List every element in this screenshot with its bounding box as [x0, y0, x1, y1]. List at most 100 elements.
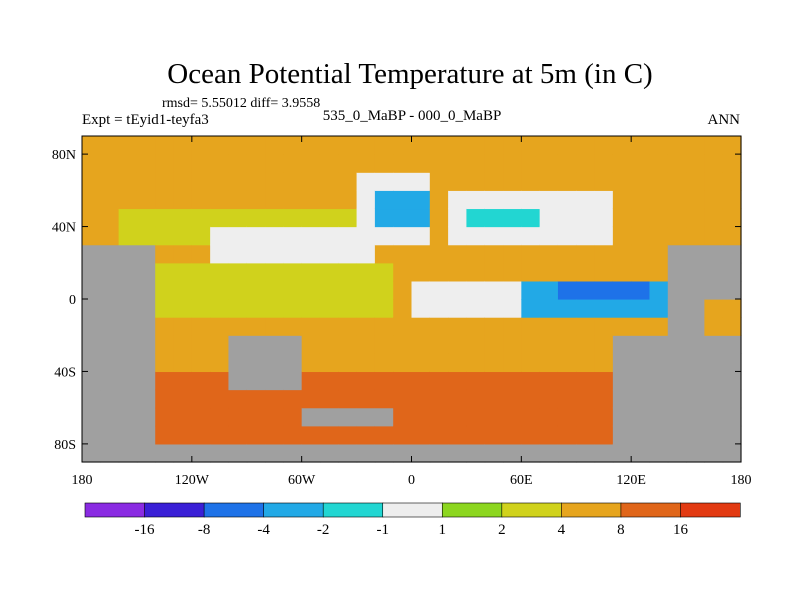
- heatmap-cell: [210, 371, 230, 391]
- heatmap-cell: [484, 335, 504, 354]
- heatmap-cell: [228, 190, 248, 210]
- heatmap-cell: [503, 425, 522, 445]
- heatmap-cell: [136, 280, 156, 300]
- heatmap-cell: [265, 226, 284, 246]
- heatmap-cell: [557, 154, 577, 173]
- heatmap-cell: [301, 244, 321, 264]
- y-tick-label: 80S: [54, 438, 76, 453]
- heatmap-cell: [448, 154, 468, 173]
- heatmap-cell: [265, 389, 284, 409]
- heatmap-cell: [265, 443, 284, 463]
- heatmap-cell: [319, 154, 339, 173]
- heatmap-cell: [136, 353, 156, 373]
- heatmap-cell: [484, 353, 504, 373]
- heatmap-cell: [155, 262, 175, 282]
- heatmap-cell: [155, 190, 175, 210]
- heatmap-cell: [704, 136, 724, 155]
- heatmap-cell: [301, 371, 321, 391]
- heatmap-cell: [686, 317, 705, 336]
- heatmap-cell: [301, 389, 321, 409]
- heatmap-cell: [319, 262, 339, 282]
- heatmap-cell: [649, 317, 669, 336]
- colorbar-swatch: [501, 502, 562, 518]
- heatmap-cell: [539, 425, 559, 445]
- heatmap-cell: [210, 299, 230, 318]
- heatmap-cell: [411, 371, 431, 391]
- heatmap-cell: [283, 443, 303, 463]
- heatmap-cell: [210, 280, 230, 300]
- heatmap-cell: [521, 371, 541, 391]
- heatmap-cell: [686, 262, 705, 282]
- heatmap-cell: [338, 262, 358, 282]
- heatmap-cell: [136, 154, 156, 173]
- heatmap-cell: [136, 226, 156, 246]
- heatmap-cell: [631, 280, 651, 300]
- heatmap-cell: [503, 244, 522, 264]
- heatmap-cell: [191, 172, 211, 191]
- heatmap-cell: [301, 425, 321, 445]
- heatmap-cell: [503, 280, 522, 300]
- colorbar-tick-label: -4: [257, 522, 270, 538]
- heatmap-cell: [283, 407, 303, 427]
- heatmap-cell: [631, 443, 651, 463]
- heatmap-cell: [319, 280, 339, 300]
- heatmap-cell: [704, 208, 724, 228]
- heatmap-cell: [503, 208, 522, 228]
- heatmap-cell: [393, 353, 413, 373]
- heatmap-cell: [100, 425, 120, 445]
- heatmap-cell: [100, 407, 120, 427]
- heatmap-cell: [722, 190, 742, 210]
- heatmap-cell: [521, 425, 541, 445]
- heatmap-cell: [100, 443, 120, 463]
- season-label: ANN: [708, 112, 741, 128]
- heatmap-cell: [576, 208, 596, 228]
- heatmap-cell: [503, 136, 522, 155]
- heatmap-cell: [319, 172, 339, 191]
- heatmap-cell: [484, 262, 504, 282]
- heatmap-cell: [631, 371, 651, 391]
- heatmap-cell: [118, 299, 138, 318]
- heatmap-cell: [82, 244, 101, 264]
- heatmap-cell: [539, 154, 559, 173]
- heatmap-cell: [557, 190, 577, 210]
- heatmap-cell: [265, 371, 284, 391]
- heatmap-cell: [319, 371, 339, 391]
- colorbar: -16 -8 -4 -2 -1 1 2 4 8 16: [84, 502, 741, 538]
- heatmap-cell: [686, 443, 705, 463]
- heatmap-cell: [576, 280, 596, 300]
- heatmap-cell: [191, 425, 211, 445]
- heatmap-cell: [100, 208, 120, 228]
- heatmap-cell: [521, 407, 541, 427]
- heatmap-cell: [612, 244, 632, 264]
- heatmap-cell: [82, 443, 101, 463]
- heatmap-cell: [82, 208, 101, 228]
- heatmap-cell: [82, 353, 101, 373]
- heatmap-cell: [576, 299, 596, 318]
- heatmap-cell: [539, 190, 559, 210]
- heatmap-cell: [118, 154, 138, 173]
- heatmap-cell: [411, 353, 431, 373]
- heatmap-cell: [118, 190, 138, 210]
- heatmap-cell: [503, 190, 522, 210]
- heatmap-cell: [484, 172, 504, 191]
- heatmap-cell: [100, 280, 120, 300]
- heatmap-cell: [82, 154, 101, 173]
- heatmap-cell: [594, 371, 614, 391]
- heatmap-cell: [722, 226, 742, 246]
- heatmap-cell: [448, 280, 468, 300]
- heatmap-cell: [265, 208, 284, 228]
- heatmap-cell: [374, 443, 394, 463]
- heatmap-cell: [466, 262, 486, 282]
- heatmap-cell: [722, 425, 742, 445]
- heatmap-cell: [466, 299, 486, 318]
- heatmap-cell: [173, 262, 193, 282]
- heatmap-cell: [118, 317, 138, 336]
- heatmap-cell: [667, 335, 687, 354]
- heatmap-cell: [484, 280, 504, 300]
- heatmap-cell: [484, 136, 504, 155]
- stats-label: rmsd= 5.55012 diff= 3.9558: [162, 96, 320, 111]
- heatmap-cell: [136, 317, 156, 336]
- heatmap-cell: [612, 172, 632, 191]
- heatmap-cell: [155, 154, 175, 173]
- heatmap-cell: [557, 353, 577, 373]
